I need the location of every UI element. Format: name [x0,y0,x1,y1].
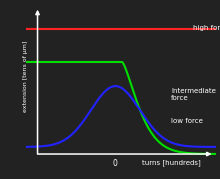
Text: extension [tens of μm]: extension [tens of μm] [23,40,28,112]
Text: turns [hundreds]: turns [hundreds] [142,159,200,166]
Text: Intermediate
force: Intermediate force [171,88,216,101]
Text: high force: high force [193,25,220,31]
Text: low force: low force [171,118,203,124]
Text: 0: 0 [113,159,118,168]
